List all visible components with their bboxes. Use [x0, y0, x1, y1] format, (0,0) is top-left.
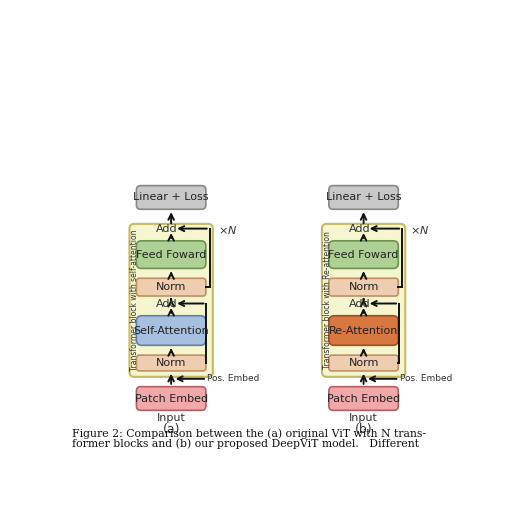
Text: $\times\mathit{N}$: $\times\mathit{N}$ [410, 224, 430, 236]
Text: Linear + Loss: Linear + Loss [134, 193, 209, 202]
Text: Transformer block with self-attention: Transformer block with self-attention [130, 229, 139, 371]
Text: Pos. Embed: Pos. Embed [400, 374, 452, 383]
Text: Norm: Norm [348, 358, 379, 368]
FancyBboxPatch shape [322, 224, 406, 377]
Text: Norm: Norm [156, 282, 186, 292]
FancyBboxPatch shape [136, 316, 206, 345]
Text: Feed Foward: Feed Foward [136, 250, 206, 260]
Text: Pos. Embed: Pos. Embed [207, 374, 260, 383]
FancyBboxPatch shape [329, 355, 398, 371]
FancyBboxPatch shape [329, 241, 398, 268]
FancyBboxPatch shape [329, 316, 398, 345]
FancyBboxPatch shape [329, 279, 398, 296]
Text: Add: Add [156, 299, 178, 309]
Text: Figure 2: Comparison between the (a) original ViT with N trans-: Figure 2: Comparison between the (a) ori… [72, 429, 426, 439]
FancyBboxPatch shape [136, 186, 206, 209]
Text: Input: Input [349, 413, 378, 423]
Text: (b): (b) [355, 423, 372, 436]
Text: Add: Add [349, 224, 370, 234]
Text: Norm: Norm [156, 358, 186, 368]
FancyBboxPatch shape [329, 186, 398, 209]
Text: Input: Input [157, 413, 185, 423]
FancyBboxPatch shape [136, 387, 206, 410]
FancyBboxPatch shape [136, 241, 206, 268]
FancyBboxPatch shape [329, 387, 398, 410]
Text: Patch Embed: Patch Embed [135, 394, 208, 403]
Text: Patch Embed: Patch Embed [327, 394, 400, 403]
Text: Norm: Norm [348, 282, 379, 292]
Text: Re-Attention: Re-Attention [329, 326, 398, 335]
Text: Self-Attention: Self-Attention [133, 326, 209, 335]
FancyBboxPatch shape [130, 224, 213, 377]
Text: Linear + Loss: Linear + Loss [326, 193, 401, 202]
Text: (a): (a) [162, 423, 180, 436]
FancyBboxPatch shape [136, 279, 206, 296]
Text: Feed Foward: Feed Foward [328, 250, 399, 260]
Text: $\times\mathit{N}$: $\times\mathit{N}$ [218, 224, 237, 236]
Text: former blocks and (b) our proposed DeepViT model.   Different: former blocks and (b) our proposed DeepV… [72, 439, 419, 449]
Text: Add: Add [349, 299, 370, 309]
Text: Transformer block with Re-attention: Transformer block with Re-attention [323, 231, 332, 369]
Text: Add: Add [156, 224, 178, 234]
FancyBboxPatch shape [136, 355, 206, 371]
